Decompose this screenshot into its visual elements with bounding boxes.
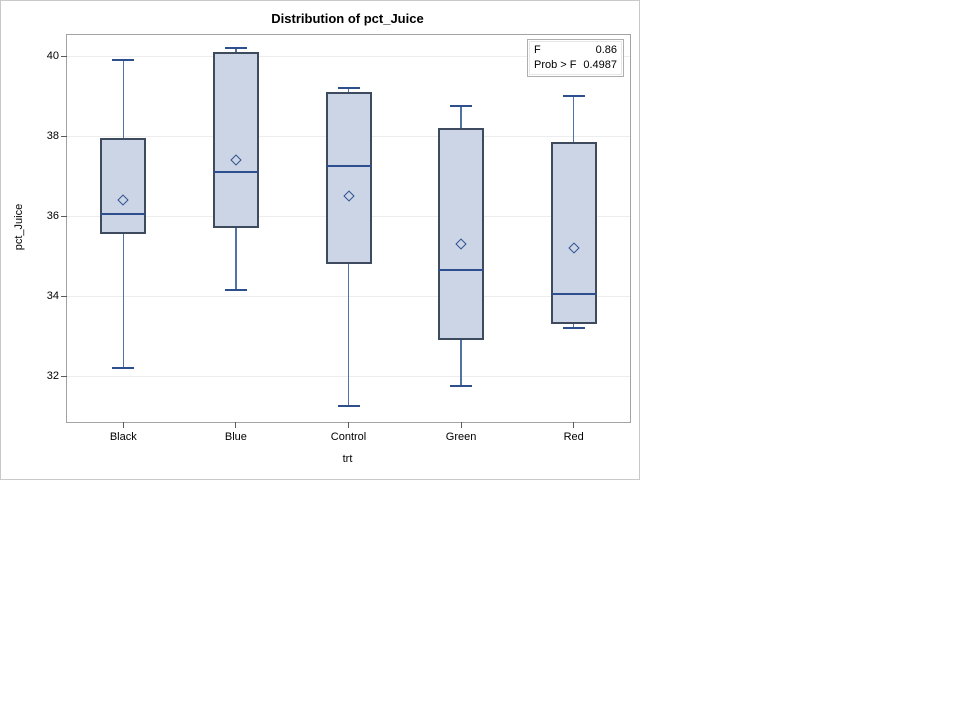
y-tick-label: 36: [46, 210, 59, 223]
x-tick-label: Green: [445, 431, 477, 443]
x-tick-mark: [573, 422, 575, 428]
whisker-lower-cap: [112, 367, 135, 370]
stats-inset-table: F 0.86 Prob > F 0.4987: [527, 39, 624, 77]
box-iqr: [212, 52, 259, 229]
stat-label-prob-f: Prob > F: [534, 59, 577, 71]
whisker-lower-cap: [450, 385, 473, 388]
box-iqr: [100, 138, 147, 235]
y-tick-label: 34: [46, 290, 59, 303]
stats-row-f: F 0.86: [534, 43, 617, 58]
y-tick-mark: [61, 375, 67, 377]
y-tick-label: 38: [46, 130, 59, 143]
box-iqr: [438, 128, 485, 341]
chart-title: Distribution of pct_Juice: [271, 11, 424, 26]
whisker-lower-cap: [562, 327, 585, 330]
whisker-lower-line: [235, 228, 237, 291]
median-line: [100, 213, 147, 216]
whisker-lower-cap: [337, 405, 360, 407]
whisker-upper-cap: [224, 47, 247, 50]
x-tick-mark: [122, 422, 124, 428]
whisker-upper-line: [347, 88, 350, 93]
stat-value-prob-f: 0.4987: [583, 59, 617, 71]
box-iqr: [550, 142, 597, 325]
whisker-upper-cap: [112, 59, 135, 62]
whisker-lower-line: [460, 340, 462, 386]
whisker-upper-cap: [450, 105, 473, 108]
x-tick-mark: [348, 422, 349, 428]
box-iqr: [325, 92, 372, 265]
whisker-upper-line: [235, 48, 237, 53]
stats-inset-inner: F 0.86 Prob > F 0.4987: [529, 41, 622, 75]
x-tick-mark: [460, 422, 462, 428]
whisker-upper-line: [460, 106, 462, 129]
whisker-lower-line: [347, 264, 350, 406]
whisker-upper-cap: [562, 95, 585, 98]
x-tick-label: Red: [563, 431, 584, 443]
y-tick-mark: [61, 55, 67, 57]
y-tick-mark: [61, 295, 67, 297]
median-line: [438, 269, 485, 272]
x-tick-label: Black: [109, 431, 137, 443]
whisker-lower-cap: [224, 289, 247, 292]
x-tick-label: Control: [330, 431, 367, 443]
x-axis-label: trt: [342, 453, 353, 465]
stat-label-f: F: [534, 44, 541, 56]
gridline: [67, 55, 630, 57]
stats-row-prob-f: Prob > F 0.4987: [534, 58, 617, 73]
y-tick-label: 32: [46, 370, 59, 383]
boxplot-figure: Distribution of pct_Juice pct_Juice 40 38…: [0, 0, 640, 480]
y-axis-label: pct_Juice: [13, 203, 25, 251]
whisker-lower-line: [572, 324, 575, 329]
y-tick-mark: [61, 135, 67, 137]
x-tick-mark: [235, 422, 237, 428]
x-tick-label: Blue: [224, 431, 247, 443]
whisker-upper-line: [122, 60, 125, 139]
y-tick-mark: [61, 215, 67, 217]
y-tick-label: 40: [46, 50, 59, 63]
plot-area: 40 38 36 34 32 Black Blue Control Green Red: [47, 34, 631, 443]
whisker-upper-cap: [337, 87, 360, 90]
median-line: [550, 293, 597, 296]
whisker-lower-line: [122, 234, 125, 369]
median-line: [212, 171, 259, 174]
stat-value-f: 0.86: [595, 44, 617, 56]
median-line: [325, 165, 372, 168]
whisker-upper-line: [572, 96, 575, 143]
